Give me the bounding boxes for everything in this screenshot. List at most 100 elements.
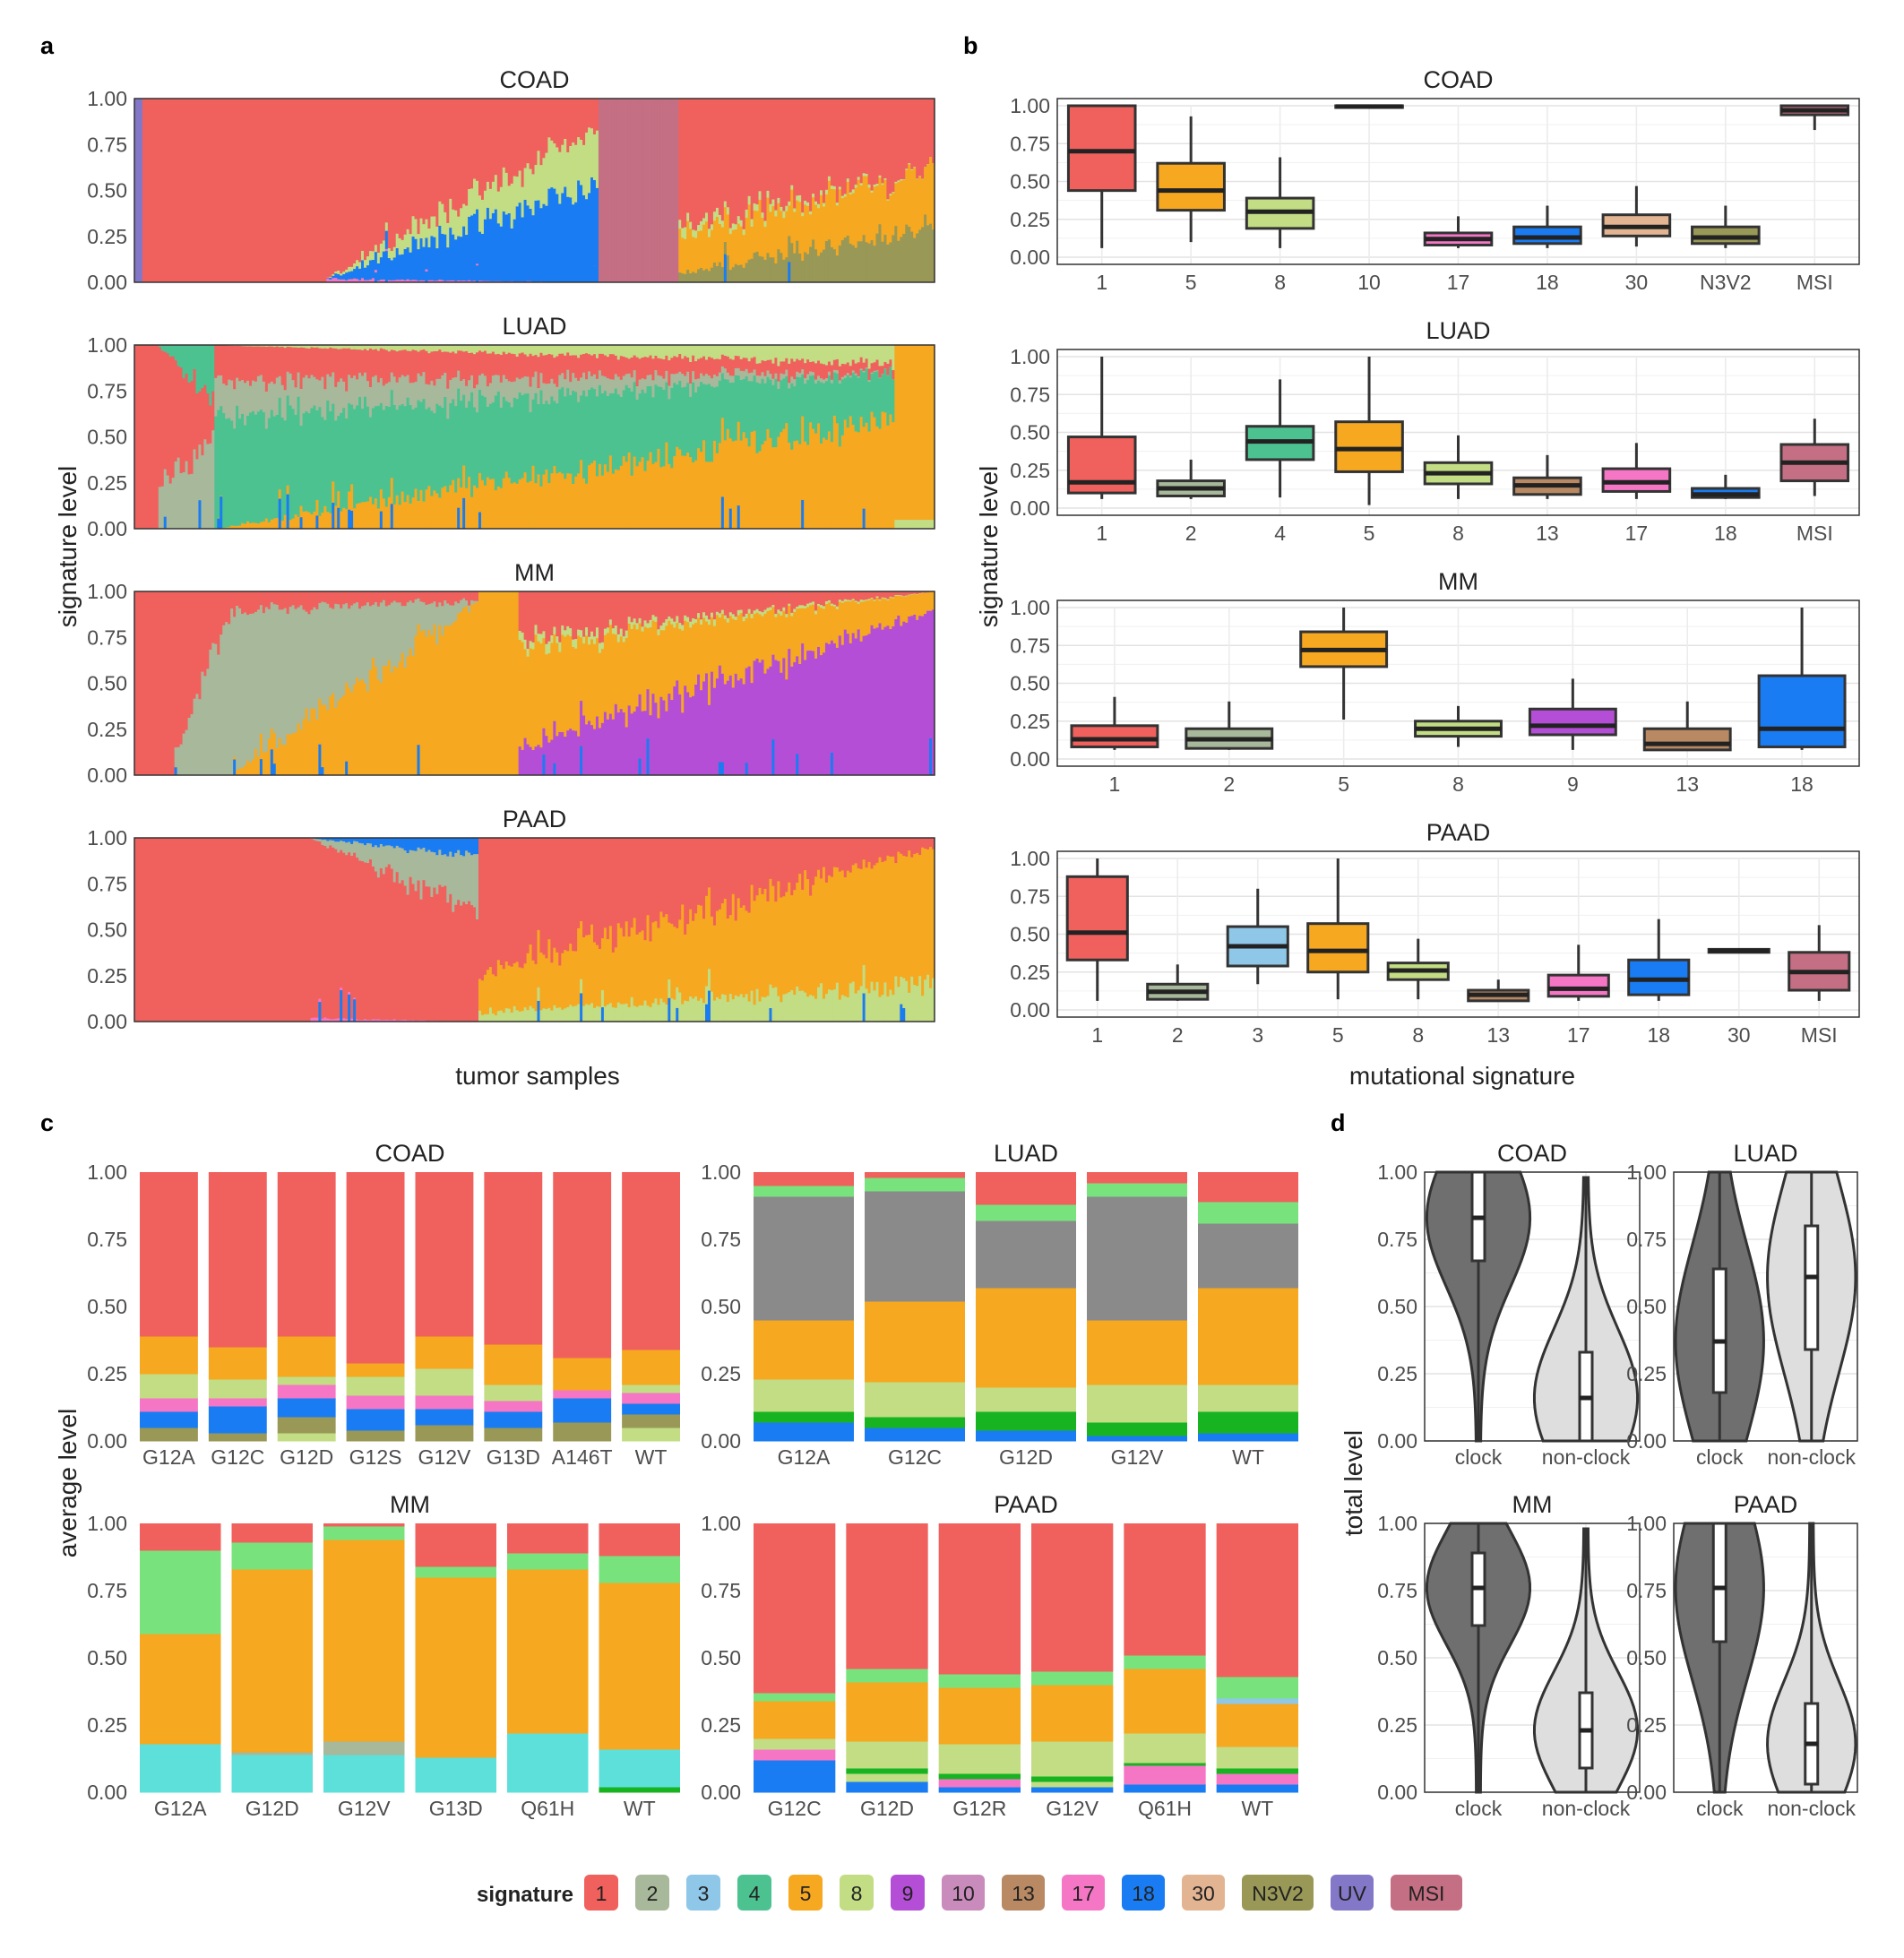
panel-c-luad-bar-segment — [976, 1288, 1076, 1388]
panel-a-paad-segment — [830, 989, 834, 1022]
panel-a-coad-segment — [932, 162, 935, 230]
panel-a-coad-segment — [883, 179, 888, 235]
panel-a-luad-segment — [241, 522, 245, 530]
panel-a-mm-segment — [150, 591, 154, 776]
panel-a-luad-segment — [217, 345, 220, 376]
panel-a-mm-segment — [419, 631, 424, 776]
panel-a-luad-segment — [681, 387, 685, 456]
panel-a-coad-segment — [771, 199, 775, 206]
panel-a-coad-segment — [577, 180, 581, 282]
panel-a-mm-segment — [865, 599, 869, 636]
panel-a-luad-segment — [134, 345, 138, 530]
panel-a-luad-segment — [147, 345, 151, 530]
panel-a-paad-segment — [804, 838, 807, 871]
panel-a-mm-segment — [427, 603, 432, 630]
panel-a-luad-segment — [824, 377, 829, 382]
panel-a-coad-segment — [590, 127, 594, 177]
panel-a-luad-segment — [873, 362, 877, 371]
panel-a-paad-segment — [470, 854, 474, 906]
panel-a-luad-segment — [510, 483, 514, 530]
panel-a-luad-segment — [254, 522, 258, 530]
panel-a-paad-segment — [614, 838, 618, 948]
panel-a-coad-segment — [726, 214, 730, 256]
panel-a-mm-segment — [902, 591, 906, 597]
panel-a-coad-segment — [905, 224, 909, 283]
panel-a-luad-segment — [553, 383, 556, 401]
panel-a-luad-segment — [473, 407, 477, 486]
panel-a-coad-segment — [494, 99, 498, 176]
panel-a-luad-segment — [614, 374, 618, 389]
panel-a-mm-segment — [908, 591, 911, 595]
panel-c-luad-bar-segment — [865, 1428, 965, 1442]
panel-a-mm-segment — [835, 606, 840, 610]
panel-c-paad-bar-segment — [846, 1523, 928, 1669]
panel-a-luad-segment — [499, 345, 504, 355]
panel-a-coad-segment — [150, 99, 154, 283]
panel-a-coad-segment — [374, 251, 378, 271]
panel-a-coad-segment — [838, 186, 842, 190]
panel-a-luad-segment — [676, 345, 679, 358]
panel-a-mm-segment — [913, 614, 917, 776]
panel-a-mm-segment — [289, 734, 293, 776]
panel-a-coad-segment — [737, 264, 741, 283]
panel-a-luad-segment — [230, 525, 234, 530]
panel-a-coad-segment — [334, 99, 338, 272]
panel-a-paad-segment — [275, 838, 280, 1022]
panel-a-paad-segment — [689, 838, 693, 910]
panel-a-luad-segment — [875, 426, 880, 530]
panel-a-paad-segment — [755, 894, 760, 989]
panel-a-coad-segment — [726, 99, 730, 208]
panel-a-paad-segment — [361, 842, 365, 862]
panel-a-coad-segment — [681, 99, 685, 229]
panel-a-coad-segment — [435, 226, 439, 249]
panel-a-mm-segment — [438, 602, 442, 625]
panel-a-mm-segment — [707, 591, 711, 620]
panel-a-mm-segment — [299, 729, 304, 776]
panel-a-mm-segment — [638, 617, 642, 624]
panel-a-luad-segment — [452, 479, 455, 530]
panel-a-coad-segment — [422, 223, 426, 247]
panel-b-paad-box — [1546, 973, 1610, 998]
panel-a-mm-segment — [588, 720, 591, 776]
panel-a-paad-segment — [398, 847, 402, 884]
panel-a-mm-segment — [521, 642, 525, 750]
panel-a-coad-segment — [376, 280, 381, 283]
panel-a-mm-segment — [686, 621, 690, 693]
panel-a-paad-segment — [291, 838, 296, 1022]
panel-a-paad-segment — [480, 1014, 485, 1022]
panel-a-luad-segment — [739, 440, 744, 530]
panel-c-mm-ytick: 0.00 — [87, 1781, 127, 1804]
panel-a-luad-segment — [796, 345, 799, 359]
panel-a-paad-segment — [731, 838, 736, 894]
panel-a-coad-segment — [843, 99, 848, 194]
panel-a-luad-segment — [838, 366, 842, 381]
panel-a-luad-segment — [225, 418, 228, 528]
panel-a-mm-segment — [353, 684, 357, 776]
panel-a-mm-segment — [745, 668, 749, 763]
panel-a-paad-segment — [569, 943, 573, 1005]
panel-a-mm-segment — [307, 614, 312, 721]
panel-a-luad-segment — [577, 401, 581, 474]
panel-a-mm-segment — [798, 591, 802, 606]
panel-a-coad-segment — [737, 223, 741, 266]
panel-a-mm-segment — [444, 625, 447, 776]
panel-a-luad-segment — [515, 377, 520, 400]
panel-a-paad-segment — [670, 997, 674, 1022]
panel-a-luad-segment — [929, 519, 933, 530]
panel-d-paad-ytick: 0.75 — [1626, 1579, 1667, 1602]
panel-a-luad-segment — [286, 371, 290, 396]
panel-a-mm-segment — [414, 599, 418, 636]
panel-a-paad-segment — [190, 838, 194, 1022]
panel-a-coad-segment — [894, 181, 898, 184]
panel-a-paad-segment — [483, 1014, 487, 1022]
panel-a-luad-segment — [633, 355, 637, 371]
panel-a-luad-segment — [668, 345, 671, 361]
panel-a-paad-segment — [371, 838, 375, 848]
panel-a-mm-segment — [348, 687, 351, 776]
panel-a-mm-segment — [454, 591, 458, 602]
panel-a-mm-segment — [649, 714, 653, 776]
panel-a-mm-segment — [742, 591, 746, 617]
panel-a-luad-segment — [496, 375, 501, 392]
panel-a-paad-segment — [902, 838, 906, 857]
panel-a-luad-segment — [368, 348, 373, 388]
